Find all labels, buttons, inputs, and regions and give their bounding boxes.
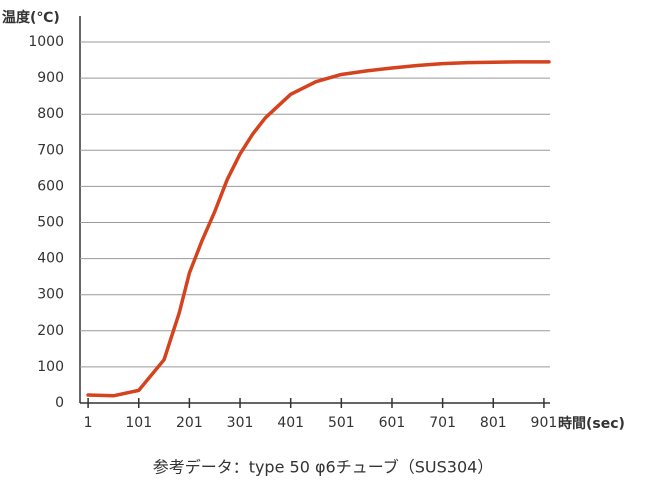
y-tick-label: 100 (37, 359, 64, 375)
y-tick-label: 500 (37, 215, 64, 231)
x-tick-label: 101 (125, 415, 152, 431)
x-tick-label: 1 (84, 415, 93, 431)
x-tick-label: 901 (531, 415, 558, 431)
y-axis-label: 温度(℃) (2, 9, 60, 26)
y-tick-label: 200 (37, 323, 64, 339)
y-tick-label: 800 (37, 106, 64, 122)
y-tick-label: 300 (37, 287, 64, 303)
x-tick-label: 301 (227, 415, 254, 431)
x-axis-label: 時間(sec) (558, 415, 625, 432)
y-tick-label: 700 (37, 142, 64, 158)
x-tick-label: 601 (379, 415, 406, 431)
line (86, 60, 551, 398)
x-tick-label: 201 (176, 415, 203, 431)
x-tick-label: 401 (277, 415, 304, 431)
y-tick-label: 600 (37, 178, 64, 194)
y-tick-label: 0 (55, 395, 64, 411)
x-tick-label: 701 (429, 415, 456, 431)
caption: 参考データ：type 50 φ6チューブ（SUS304） (153, 458, 494, 477)
y-tick-label: 400 (37, 251, 64, 267)
y-tick-label: 900 (37, 70, 64, 86)
y-tick-label: 1000 (28, 34, 64, 50)
x-tick-label: 801 (480, 415, 507, 431)
x-tick-label: 501 (328, 415, 355, 431)
